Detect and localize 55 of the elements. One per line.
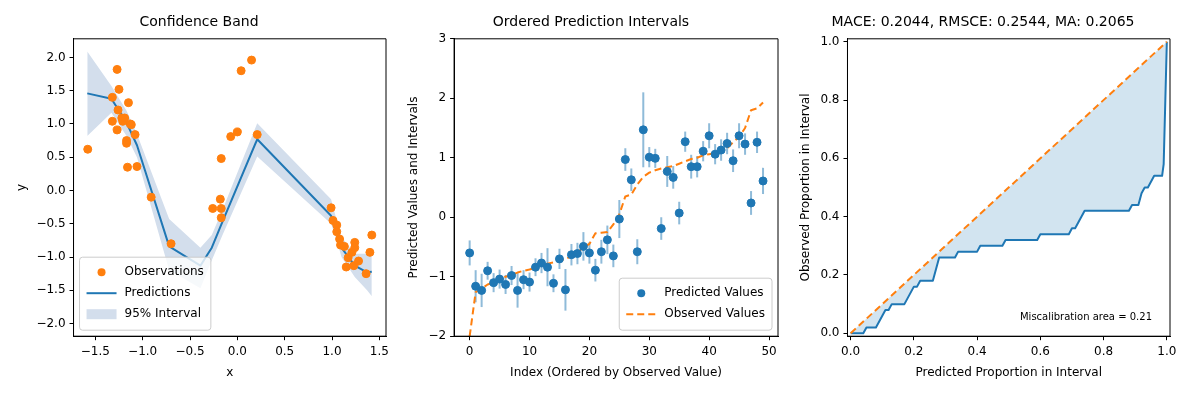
x-tick-label: 0.4 xyxy=(967,343,987,358)
x-axis-title: x xyxy=(226,364,234,379)
y-tick-label: 1 xyxy=(438,149,447,164)
y-tick-label: 2 xyxy=(438,90,447,105)
y-tick-label: 1.0 xyxy=(46,116,66,131)
x-axis-title: Predicted Proportion in Interval xyxy=(915,364,1103,379)
y-tick-label: 0.5 xyxy=(46,149,66,164)
x-tick-label: 1.0 xyxy=(322,343,342,358)
y-tick-label: 0.2 xyxy=(820,267,840,282)
y-tick-label: 2.0 xyxy=(46,49,66,64)
x-tick-label: 40 xyxy=(701,343,717,358)
x-tick-label: −1.0 xyxy=(128,343,158,358)
chart-title: Ordered Prediction Intervals xyxy=(492,13,690,30)
y-tick-label: 0.0 xyxy=(46,182,66,197)
x-tick-label: 0.6 xyxy=(1030,343,1050,358)
x-tick-label: 0.8 xyxy=(1094,343,1114,358)
y-tick-label: 0.0 xyxy=(820,325,840,340)
x-tick-label: 30 xyxy=(641,343,657,358)
y-tick-label: −1.0 xyxy=(36,249,66,264)
y-tick-label: 3 xyxy=(438,30,447,45)
y-tick-label: 0.8 xyxy=(820,92,840,107)
y-axis-title: Observed Proportion in Interval xyxy=(798,93,813,282)
y-axis-title: Predicted Values and Intervals xyxy=(406,96,421,279)
legend-label: Predicted Values xyxy=(664,285,764,300)
legend-label: Observations xyxy=(124,264,204,279)
y-tick-label: 0.4 xyxy=(820,208,840,223)
annotation: Miscalibration area = 0.21 xyxy=(1019,310,1152,322)
x-tick-label: −0.5 xyxy=(175,343,205,358)
legend-label: Predictions xyxy=(124,285,191,300)
x-tick-label: 0.2 xyxy=(904,343,924,358)
y-tick-label: −0.5 xyxy=(36,215,66,230)
x-tick-label: 10 xyxy=(521,343,538,358)
x-tick-label: −1.5 xyxy=(80,343,110,358)
y-tick-label: 0.6 xyxy=(820,150,840,165)
x-axis-title: Index (Ordered by Observed Value) xyxy=(510,364,722,379)
x-tick-label: 50 xyxy=(761,343,777,358)
legend-label: Observed Values xyxy=(664,306,766,321)
y-tick-label: −1.5 xyxy=(36,282,66,297)
y-tick-label: 1.0 xyxy=(820,33,840,48)
y-tick-label: −1 xyxy=(428,268,447,283)
legend-label: 95% Interval xyxy=(124,306,201,321)
chart-title: Confidence Band xyxy=(139,13,259,30)
x-tick-label: 20 xyxy=(581,343,598,358)
y-tick-label: 0 xyxy=(438,209,447,224)
y-axis-title: y xyxy=(14,183,29,192)
x-tick-label: 0.0 xyxy=(841,343,861,358)
y-tick-label: −2 xyxy=(428,328,447,343)
x-tick-label: 1.0 xyxy=(1157,343,1177,358)
y-tick-label: −2.0 xyxy=(36,315,66,330)
x-tick-label: 0.5 xyxy=(275,343,295,358)
chart-title: MACE: 0.2044, RMSCE: 0.2544, MA: 0.2065 xyxy=(831,13,1135,30)
y-tick-label: 1.5 xyxy=(46,82,66,97)
x-tick-label: 0 xyxy=(465,343,474,358)
x-tick-label: 0.0 xyxy=(227,343,247,358)
x-tick-label: 1.5 xyxy=(369,343,389,358)
